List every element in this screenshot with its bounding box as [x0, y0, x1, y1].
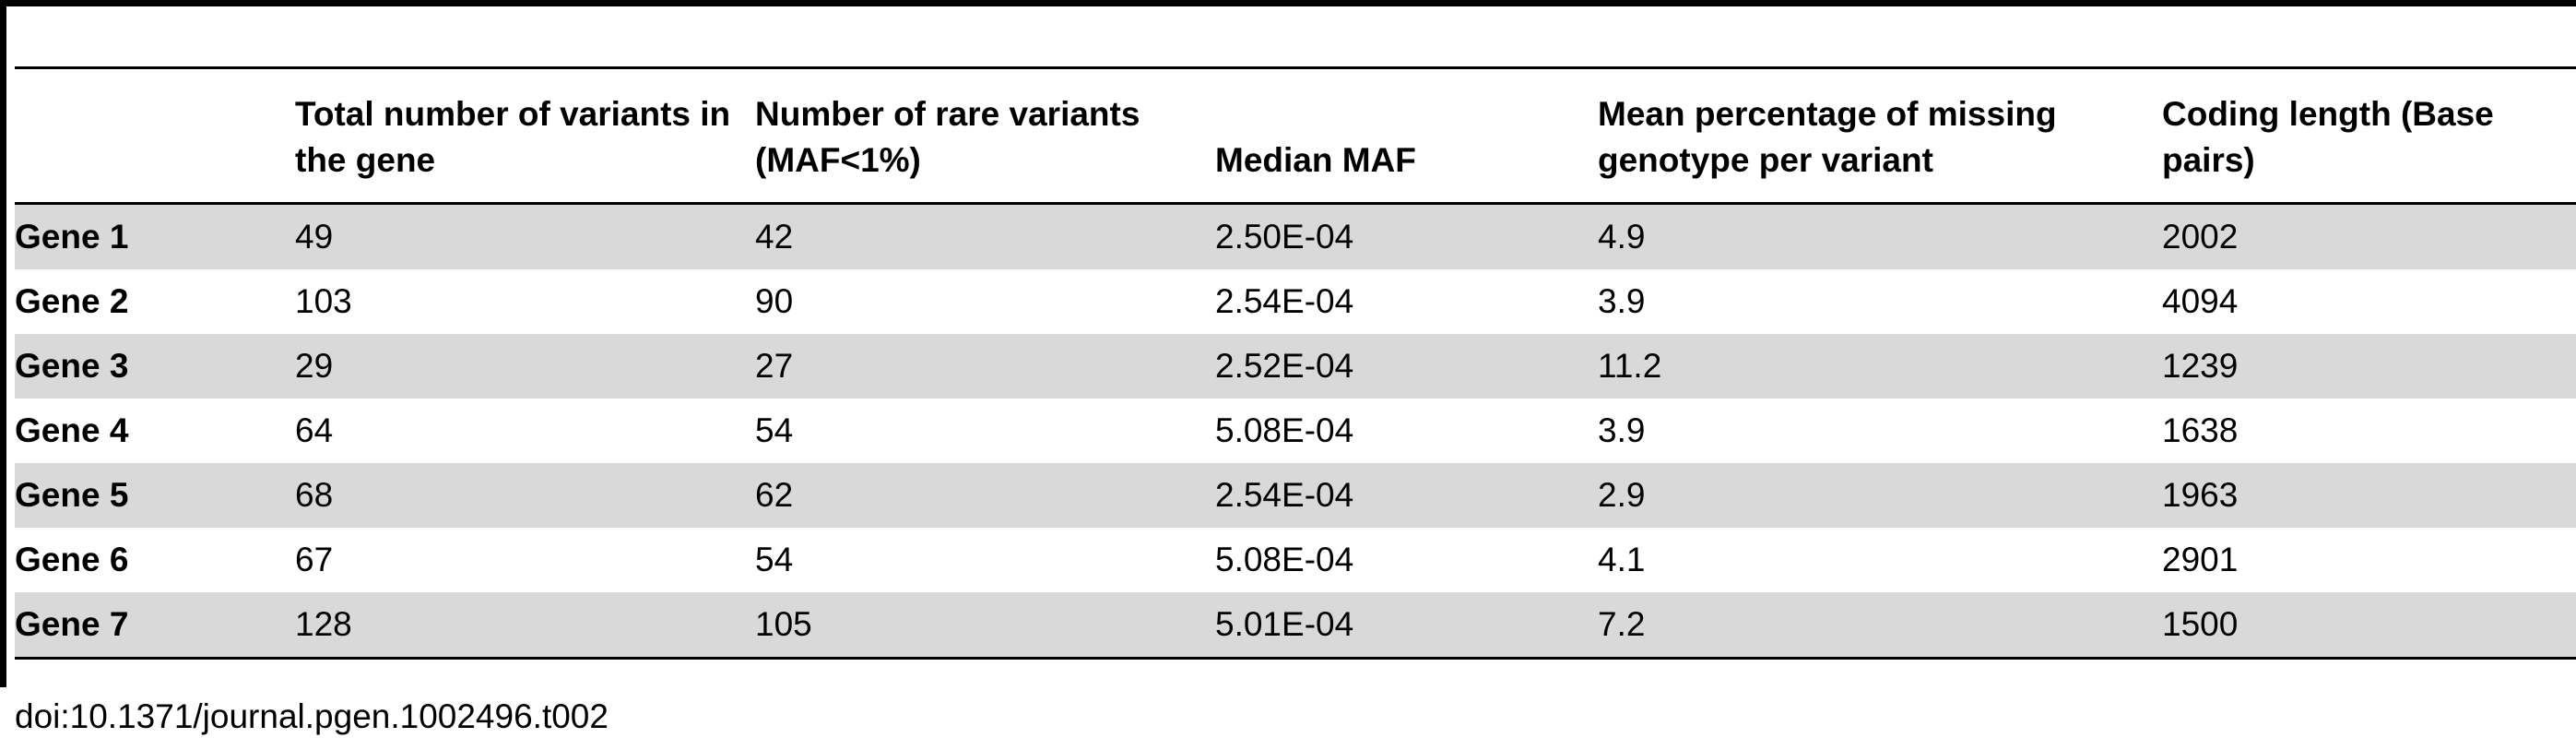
missing-genotype-cell: 3.9: [1598, 411, 1646, 449]
rare-variants-cell: 54: [755, 411, 794, 449]
coding-length-cell: 1239: [2162, 334, 2576, 399]
table-row: Gene 2 103 90 2.54E-04 3.9 4094: [15, 269, 2576, 334]
table-header-row: Total number of variants in the gene Num…: [15, 67, 2576, 204]
header-coding-length: Coding length (Base pairs): [2162, 95, 2494, 179]
median-maf-cell: 2.50E-04: [1215, 203, 1598, 269]
header-rare-variants: Number of rare variants (MAF<1%): [755, 95, 1140, 179]
median-maf-cell: 2.52E-04: [1215, 334, 1598, 399]
gene-name-cell: Gene 5: [15, 463, 295, 528]
gene-variant-table: Total number of variants in the gene Num…: [15, 66, 2576, 660]
coding-length-cell: 1500: [2162, 592, 2576, 659]
rare-variants-cell: 105: [755, 592, 1215, 659]
header-missing-genotype: Mean percentage of missing genotype per …: [1598, 95, 2057, 179]
gene-name-cell: Gene 7: [15, 592, 295, 659]
total-variants-cell: 67: [295, 541, 334, 578]
gene-name-cell: Gene 6: [15, 541, 129, 578]
missing-genotype-cell: 4.9: [1598, 203, 2162, 269]
rare-variants-cell: 54: [755, 541, 794, 578]
rare-variants-cell: 27: [755, 334, 1215, 399]
table-row: Gene 1 49 42 2.50E-04 4.9 2002: [15, 203, 2576, 269]
coding-length-cell: 4094: [2162, 282, 2239, 320]
header-median-maf: Median MAF: [1215, 141, 1416, 179]
table-row: Gene 3 29 27 2.52E-04 11.2 1239: [15, 334, 2576, 399]
data-table-container: Total number of variants in the gene Num…: [15, 66, 2576, 660]
median-maf-cell: 2.54E-04: [1215, 463, 1598, 528]
missing-genotype-cell: 4.1: [1598, 541, 1646, 578]
total-variants-cell: 64: [295, 411, 334, 449]
missing-genotype-cell: 7.2: [1598, 592, 2162, 659]
gene-name-cell: Gene 1: [15, 203, 295, 269]
table-row: Gene 7 128 105 5.01E-04 7.2 1500: [15, 592, 2576, 659]
rare-variants-cell: 62: [755, 463, 1215, 528]
gene-name-cell: Gene 3: [15, 334, 295, 399]
table-row: Gene 6 67 54 5.08E-04 4.1 2901: [15, 528, 2576, 592]
left-border-rule: [0, 0, 6, 687]
gene-name-cell: Gene 4: [15, 411, 129, 449]
total-variants-cell: 103: [295, 282, 352, 320]
total-variants-cell: 68: [295, 463, 755, 528]
total-variants-cell: 49: [295, 203, 755, 269]
gene-name-cell: Gene 2: [15, 282, 129, 320]
header-total-variants: Total number of variants in the gene: [295, 95, 731, 179]
rare-variants-cell: 42: [755, 203, 1215, 269]
median-maf-cell: 2.54E-04: [1215, 282, 1354, 320]
median-maf-cell: 5.08E-04: [1215, 411, 1354, 449]
total-variants-cell: 128: [295, 592, 755, 659]
table-body: Gene 1 49 42 2.50E-04 4.9 2002 Gene 2 10…: [15, 203, 2576, 659]
coding-length-cell: 1638: [2162, 411, 2239, 449]
median-maf-cell: 5.01E-04: [1215, 592, 1598, 659]
table-row: Gene 5 68 62 2.54E-04 2.9 1963: [15, 463, 2576, 528]
missing-genotype-cell: 11.2: [1598, 334, 2162, 399]
coding-length-cell: 2901: [2162, 541, 2239, 578]
doi-caption: doi:10.1371/journal.pgen.1002496.t002: [15, 697, 609, 735]
header-gene: [15, 68, 295, 204]
coding-length-cell: 2002: [2162, 203, 2576, 269]
missing-genotype-cell: 2.9: [1598, 463, 2162, 528]
coding-length-cell: 1963: [2162, 463, 2576, 528]
total-variants-cell: 29: [295, 334, 755, 399]
rare-variants-cell: 90: [755, 282, 794, 320]
top-border-rule: [0, 0, 2576, 6]
table-row: Gene 4 64 54 5.08E-04 3.9 1638: [15, 399, 2576, 463]
missing-genotype-cell: 3.9: [1598, 282, 1646, 320]
median-maf-cell: 5.08E-04: [1215, 541, 1354, 578]
